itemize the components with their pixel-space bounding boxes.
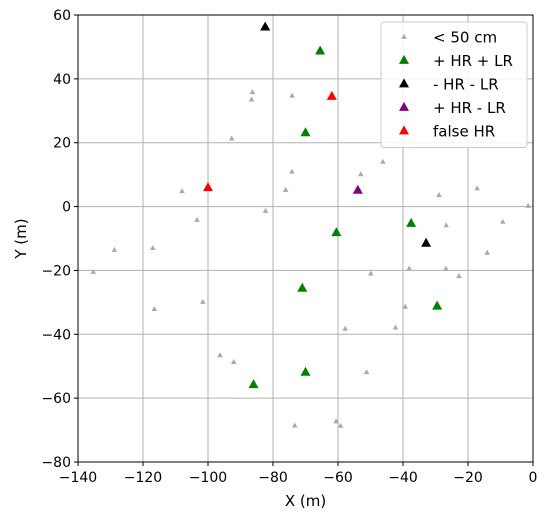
legend-marker bbox=[399, 54, 409, 64]
data-point bbox=[300, 366, 311, 376]
data-point bbox=[289, 92, 295, 98]
data-point bbox=[368, 270, 374, 276]
data-point bbox=[151, 305, 158, 311]
data-point bbox=[228, 135, 235, 141]
legend-box bbox=[380, 21, 528, 148]
x-tick-label: −60 bbox=[323, 470, 353, 486]
data-point bbox=[179, 188, 185, 194]
series-group bbox=[90, 89, 531, 428]
data-point bbox=[315, 45, 326, 55]
data-point bbox=[331, 227, 342, 237]
data-point bbox=[230, 358, 237, 364]
y-tick-label: −40 bbox=[41, 327, 71, 343]
data-point bbox=[406, 265, 412, 271]
data-point bbox=[363, 369, 370, 375]
data-point bbox=[352, 184, 363, 194]
legend-marker bbox=[401, 33, 407, 39]
y-tick-label: −20 bbox=[41, 263, 71, 279]
data-point bbox=[333, 418, 339, 424]
legend-marker bbox=[399, 78, 409, 88]
data-point bbox=[443, 265, 449, 271]
legend-label: + HR + LR bbox=[433, 52, 513, 70]
legend-marker bbox=[399, 125, 409, 135]
y-axis-label: Y (m) bbox=[12, 218, 30, 259]
series-group bbox=[260, 21, 432, 247]
series-group bbox=[352, 184, 363, 194]
data-point bbox=[111, 246, 118, 252]
legend-label: false HR bbox=[433, 123, 495, 141]
data-point bbox=[500, 218, 506, 224]
x-axis-label: X (m) bbox=[285, 492, 326, 510]
data-point bbox=[282, 186, 289, 192]
legend-marker bbox=[399, 101, 409, 111]
series-group bbox=[248, 45, 443, 389]
data-point bbox=[421, 237, 432, 247]
data-point bbox=[474, 185, 480, 191]
data-point bbox=[200, 298, 206, 304]
x-tick-label: −40 bbox=[388, 470, 418, 486]
data-point bbox=[406, 217, 417, 227]
x-tick-label: −120 bbox=[124, 470, 162, 486]
legend-label: + HR - LR bbox=[433, 99, 506, 117]
data-point bbox=[358, 171, 364, 177]
data-point bbox=[292, 422, 298, 428]
data-point bbox=[326, 90, 337, 100]
data-point bbox=[248, 96, 255, 102]
data-point bbox=[380, 158, 386, 164]
data-point bbox=[217, 352, 223, 358]
data-point bbox=[203, 182, 213, 192]
y-tick-label: 60 bbox=[53, 8, 71, 24]
data-point bbox=[260, 21, 271, 31]
data-point bbox=[402, 303, 409, 309]
y-tick-label: −80 bbox=[41, 455, 71, 471]
y-tick-label: 20 bbox=[53, 136, 71, 152]
data-point bbox=[289, 168, 295, 174]
data-point bbox=[248, 379, 259, 389]
legend: < 50 cm + HR + LR - HR - LR + HR - LR false … bbox=[380, 21, 528, 148]
data-point bbox=[150, 245, 156, 250]
plot-frame bbox=[77, 14, 534, 463]
x-tick-label: −140 bbox=[59, 470, 97, 486]
data-point bbox=[392, 324, 399, 330]
x-tick-label: −20 bbox=[453, 470, 483, 486]
y-tick-label: 40 bbox=[53, 72, 71, 88]
legend-label: < 50 cm bbox=[433, 29, 497, 47]
data-point bbox=[432, 300, 443, 310]
data-point bbox=[194, 216, 200, 222]
data-point bbox=[90, 268, 97, 274]
data-point bbox=[484, 249, 490, 255]
data-point bbox=[342, 325, 348, 331]
y-tick-label: −60 bbox=[41, 391, 71, 407]
x-tick-label: 0 bbox=[529, 470, 538, 486]
data-point bbox=[297, 282, 308, 292]
data-point bbox=[249, 89, 256, 95]
series-group bbox=[203, 90, 337, 192]
data-points bbox=[90, 21, 531, 428]
x-tick-label: −80 bbox=[258, 470, 288, 486]
data-point bbox=[337, 422, 344, 428]
data-point bbox=[443, 222, 449, 228]
y-tick-label: 0 bbox=[62, 200, 71, 216]
data-point bbox=[262, 207, 269, 213]
data-point bbox=[456, 273, 462, 279]
data-point bbox=[525, 202, 531, 208]
legend-label: - HR - LR bbox=[433, 76, 499, 94]
data-point bbox=[300, 127, 311, 137]
axis-ticks: −140 −120 −100 −80 −60 −40 −20 0 −80 −60 −40 −20 0 20… bbox=[41, 8, 537, 486]
x-tick-label: −100 bbox=[189, 470, 227, 486]
data-point bbox=[436, 192, 442, 197]
